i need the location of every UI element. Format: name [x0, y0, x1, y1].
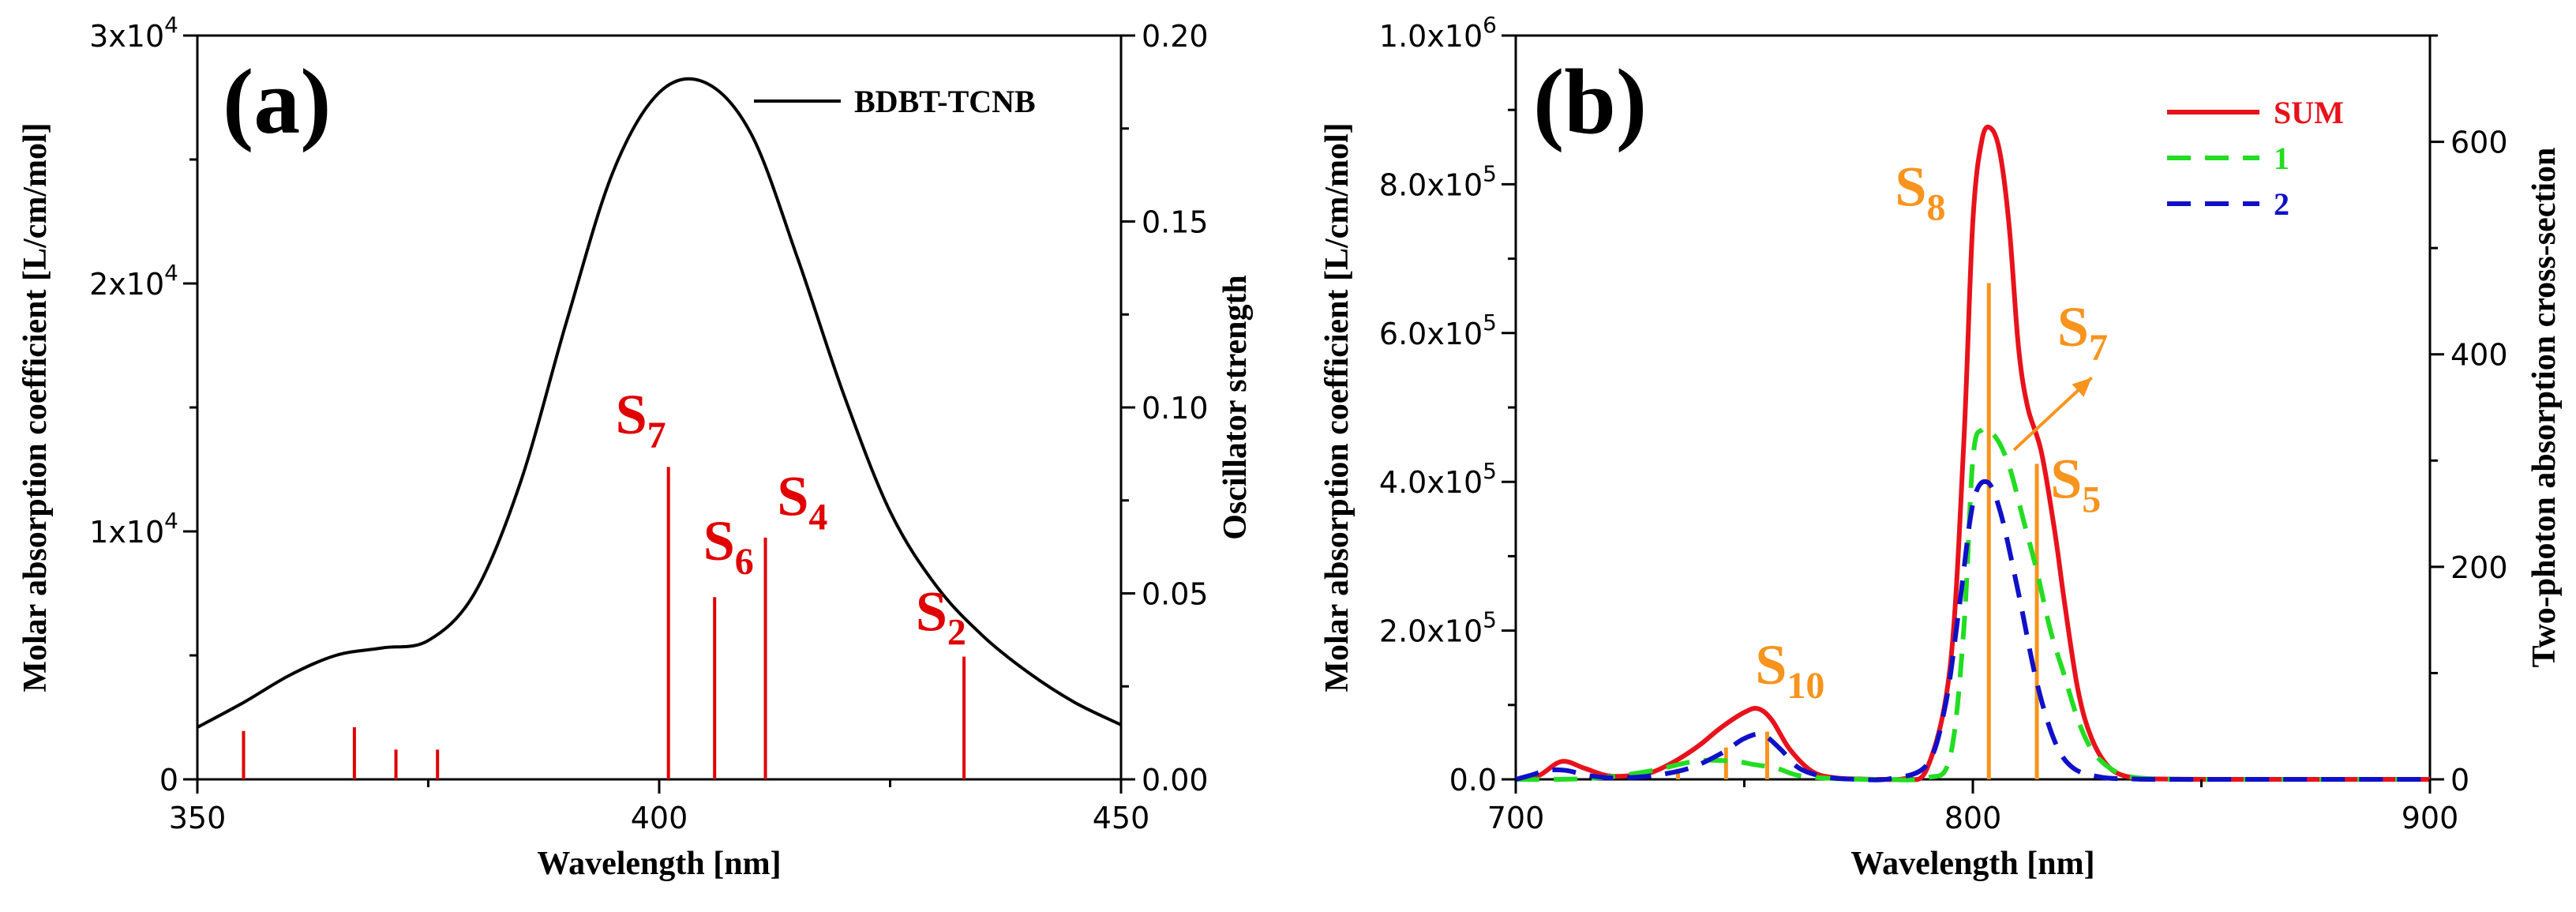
panel-a-y-tick-label: 3x104: [89, 12, 178, 54]
panel-a-x-tick-label: 400: [631, 801, 688, 835]
panel-b-y-tick-label: 1.0x106: [1379, 12, 1497, 54]
panel-b-ticks: 700 800 900 0.0 2.0x105 4.0x105 6.0x105 8.0x105…: [1379, 12, 2508, 835]
panel-b-series-line-sum: [1515, 124, 2430, 783]
panel-b-legend-label-1: 1: [2274, 141, 2289, 176]
panel-b-state-label-s8: S8: [1895, 155, 1945, 228]
panel-b-state-label-s7: S7: [2057, 295, 2108, 369]
panel-b-y2-tick-label: 0: [2450, 763, 2469, 798]
panel-a-state-label-s2: S2: [916, 580, 966, 654]
panel-b-y-axis-title: Molar absorption coefficient [L/cm/mol]: [1319, 122, 1355, 692]
panel-a: 350 400 450 0 1x104 2x104 3x104 0.00 0.05 0.10 0.1…: [17, 12, 1254, 882]
panel-a-state-label-s6: S6: [703, 509, 754, 583]
panel-a-sticks: [242, 467, 966, 779]
panel-a-series-line-bdbt-tcnb: [197, 77, 1122, 729]
panel-b-state-label-s5: S5: [2050, 447, 2101, 520]
panel-a-y-axis-title: Molar absorption coefficient [L/cm/mol]: [17, 122, 54, 692]
panel-a-plot-frame: [196, 34, 1123, 781]
panel-b-y-tick-label: 8.0x105: [1379, 160, 1497, 202]
panel-b-annotations: S10 S8 S7 S5: [1755, 155, 2108, 707]
panel-b-y-tick-label: 6.0x105: [1379, 310, 1497, 351]
panel-b-sticks: [1676, 283, 2039, 779]
panel-b-letter: (b): [1533, 50, 1647, 153]
panel-a-curves: [197, 77, 1122, 729]
panel-a-x-tick-label: 350: [169, 801, 227, 835]
panel-a-y-tick-label: 0: [159, 763, 178, 798]
panel-a-state-label-s4: S4: [777, 465, 827, 539]
panel-b-y2-tick-label: 400: [2450, 338, 2508, 373]
panel-b-x-tick-label: 900: [2402, 801, 2459, 835]
panel-b-arrow-head: [2072, 377, 2092, 397]
panel-a-y2-tick-label: 0.15: [1142, 205, 1209, 240]
panel-b-x-tick-label: 800: [1944, 801, 2002, 835]
panel-a-y2-tick-label: 0.10: [1142, 391, 1209, 426]
panel-b-plot-frame: [1514, 34, 2432, 781]
panel-a-legend-label: BDBT-TCNB: [854, 84, 1036, 119]
panel-b-x-axis-title: Wavelength [nm]: [1850, 846, 2094, 882]
panel-b-y-tick-label: 2.0x105: [1379, 607, 1497, 649]
panel-b-x-tick-label: 700: [1487, 801, 1545, 835]
panel-a-y2-tick-label: 0.05: [1142, 577, 1209, 612]
panel-a-annotations: S7 S6 S4 S2: [616, 383, 966, 654]
panel-b-state-label-s10: S10: [1755, 633, 1824, 707]
panel-a-y2-tick-label: 0.20: [1142, 19, 1209, 54]
panel-a-letter: (a): [223, 50, 332, 153]
panel-b-series-line-2: [1515, 479, 2431, 783]
panel-b-y2-tick-label: 600: [2450, 126, 2508, 160]
panel-b-series-line-1: [1515, 426, 2430, 783]
panel-a-state-label-s7: S7: [616, 383, 666, 456]
panel-a-y-tick-label: 2x104: [89, 260, 178, 302]
panel-b: 700 800 900 0.0 2.0x105 4.0x105 6.0x105 8.0x105…: [1319, 12, 2563, 882]
panel-b-y-tick-label: 4.0x105: [1379, 458, 1497, 500]
panel-a-ticks: 350 400 450 0 1x104 2x104 3x104 0.00 0.05 0.10 0.1…: [89, 12, 1208, 835]
panel-b-legend-label-sum: SUM: [2274, 95, 2344, 130]
panel-a-x-axis-title: Wavelength [nm]: [537, 846, 781, 882]
panel-b-y2-tick-label: 200: [2450, 550, 2508, 585]
panel-b-legend-label-2: 2: [2274, 186, 2289, 222]
panel-b-y-tick-label: 0.0: [1449, 763, 1497, 798]
panel-a-y2-axis-title: Oscillator strength: [1217, 275, 1254, 540]
panel-b-curves: [1515, 124, 2431, 783]
panel-a-y-tick-label: 1x104: [89, 508, 178, 550]
panel-a-y2-tick-label: 0.00: [1142, 763, 1209, 798]
panel-a-x-tick-label: 450: [1093, 801, 1150, 835]
panel-b-y2-axis-title: Two-photon absorption cross-section: [2526, 148, 2563, 668]
